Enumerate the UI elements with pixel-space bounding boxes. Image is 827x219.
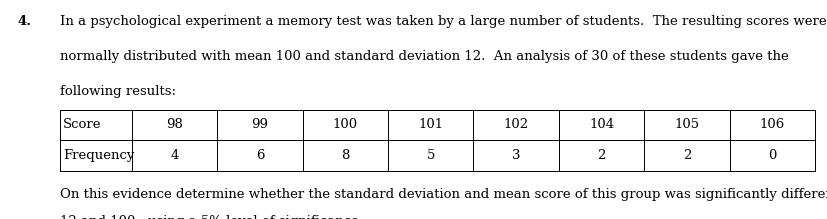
Text: normally distributed with mean 100 and standard deviation 12.  An analysis of 30: normally distributed with mean 100 and s… xyxy=(60,50,788,63)
Text: following results:: following results: xyxy=(60,85,176,98)
Text: 102: 102 xyxy=(503,118,528,131)
Text: 2: 2 xyxy=(682,149,691,162)
Text: 98: 98 xyxy=(166,118,183,131)
Text: 2: 2 xyxy=(596,149,605,162)
Text: 0: 0 xyxy=(767,149,776,162)
Text: 12 and 100,  using a 5% level of significance.: 12 and 100, using a 5% level of signific… xyxy=(60,215,363,219)
Text: 3: 3 xyxy=(511,149,520,162)
Text: On this evidence determine whether the standard deviation and mean score of this: On this evidence determine whether the s… xyxy=(60,188,827,201)
Text: 5: 5 xyxy=(426,149,434,162)
Text: 6: 6 xyxy=(256,149,264,162)
Text: 101: 101 xyxy=(418,118,442,131)
Text: Frequency: Frequency xyxy=(63,149,134,162)
Text: Score: Score xyxy=(63,118,102,131)
Text: 4: 4 xyxy=(170,149,179,162)
Text: 8: 8 xyxy=(341,149,349,162)
Text: 100: 100 xyxy=(332,118,357,131)
Text: 106: 106 xyxy=(758,118,784,131)
Text: 99: 99 xyxy=(251,118,268,131)
Text: 104: 104 xyxy=(588,118,614,131)
Text: 4.: 4. xyxy=(18,15,32,28)
Text: 105: 105 xyxy=(673,118,699,131)
Text: In a psychological experiment a memory test was taken by a large number of stude: In a psychological experiment a memory t… xyxy=(60,15,825,28)
